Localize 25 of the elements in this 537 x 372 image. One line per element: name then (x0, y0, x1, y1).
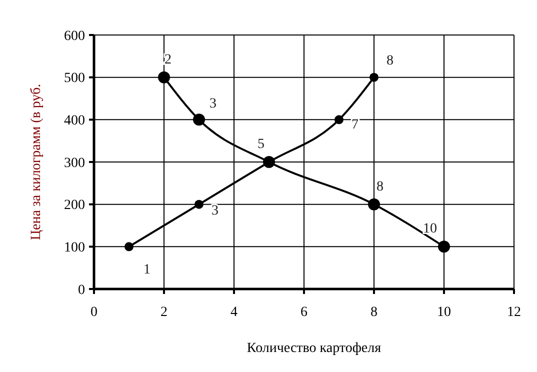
y-tick-label: 100 (64, 240, 85, 256)
x-axis-title: Количество картофеля (246, 341, 382, 356)
annotation: 3 (210, 96, 216, 112)
annotation: 8 (386, 53, 394, 68)
x-tick-label: 6 (300, 305, 308, 320)
annotation: 1 (144, 262, 150, 278)
annotation: 7 (352, 118, 358, 133)
x-tick-label: 12 (507, 305, 521, 320)
x-tick-label: 2 (160, 305, 168, 320)
y-tick-label: 400 (64, 114, 85, 129)
x-tick-label: 10 (437, 305, 451, 320)
y-tick-label: 600 (64, 28, 85, 44)
x-tick-label: 4 (230, 305, 238, 320)
x-tick-label: 8 (370, 305, 378, 320)
annotation: 5 (258, 137, 264, 152)
x-tick-label: 0 (90, 305, 98, 320)
annotation: 3 (212, 203, 218, 218)
y-tick-label: 500 (64, 71, 85, 86)
y-tick-label: 300 (64, 156, 85, 171)
annotation: 2 (164, 52, 172, 68)
annotation: 8 (376, 179, 384, 194)
annotation: 10 (423, 222, 437, 237)
y-axis-title: Цена за килограмм (в руб. (29, 84, 44, 240)
y-tick-label: 0 (78, 282, 85, 298)
y-tick-label: 200 (64, 198, 85, 214)
